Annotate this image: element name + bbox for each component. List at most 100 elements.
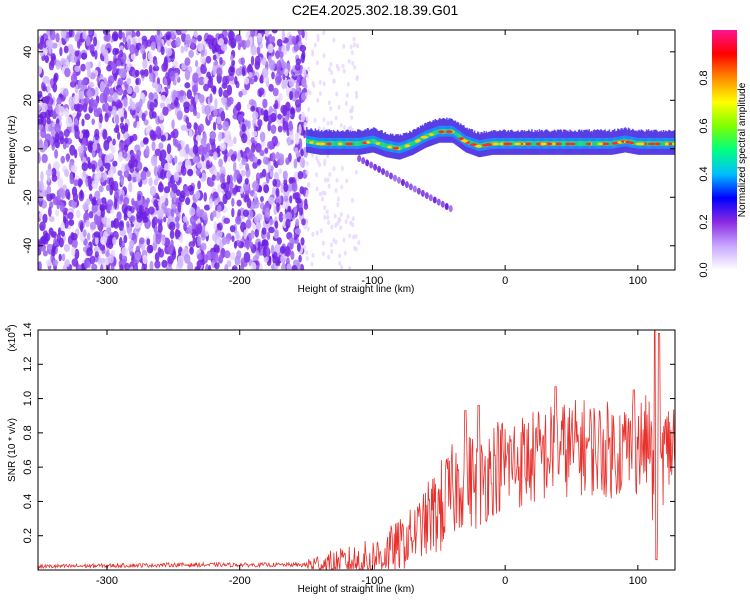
noise-speckle: [70, 73, 78, 83]
noise-speckle: [38, 239, 41, 246]
noise-speckle: [158, 181, 163, 192]
noise-speckle: [352, 234, 356, 240]
noise-speckle: [117, 131, 121, 141]
noise-speckle: [183, 185, 189, 194]
noise-speckle: [46, 185, 52, 195]
noise-speckle: [350, 197, 354, 203]
noise-speckle: [112, 92, 119, 102]
noise-speckle: [208, 114, 213, 121]
spectrogram-x-ticks: -300 -200 -100 0 100: [96, 30, 647, 287]
x-tick-label: -200: [229, 575, 251, 587]
noise-speckle: [322, 30, 326, 36]
noise-speckle: [64, 107, 69, 118]
noise-speckle: [119, 49, 124, 58]
noise-speckle: [279, 246, 286, 254]
noise-speckle: [201, 211, 208, 221]
noise-speckle: [176, 110, 183, 121]
noise-speckle: [174, 228, 179, 240]
noise-speckle: [200, 230, 206, 241]
noise-speckle: [39, 180, 44, 191]
noise-speckle: [58, 253, 62, 262]
x-tick-label: -200: [229, 275, 251, 287]
noise-speckle: [165, 47, 173, 57]
noise-speckle: [275, 194, 282, 205]
noise-speckle: [146, 238, 151, 246]
noise-speckle: [74, 248, 80, 260]
noise-speckle: [74, 118, 79, 126]
noise-speckle: [166, 152, 171, 163]
noise-speckle: [183, 222, 187, 232]
noise-speckle: [195, 134, 202, 142]
noise-speckle: [104, 162, 111, 169]
ridge-core: [460, 134, 462, 140]
noise-speckle: [119, 253, 123, 261]
colorbar-ticks: 0.0 0.2 0.4 0.6 0.8: [698, 70, 710, 277]
noise-speckle: [74, 34, 80, 42]
noise-speckle: [45, 169, 53, 177]
noise-speckle: [103, 171, 108, 181]
noise-speckle: [38, 103, 42, 111]
noise-speckle: [252, 111, 259, 120]
ridge-core: [454, 130, 457, 136]
colorbar-tick-label: 0.0: [698, 262, 710, 277]
ridge-core: [579, 141, 582, 146]
noise-speckle: [293, 158, 298, 169]
noise-speckle: [303, 203, 309, 210]
noise-speckle: [297, 171, 304, 180]
ridge-core: [332, 141, 335, 146]
noise-speckle: [289, 107, 296, 115]
noise-speckle: [318, 191, 322, 197]
noise-speckle: [148, 64, 153, 76]
ridge-peak: [667, 142, 673, 146]
noise-speckle: [149, 129, 155, 139]
noise-speckle: [323, 205, 327, 211]
noise-speckle: [241, 133, 248, 144]
noise-speckle: [201, 154, 205, 162]
noise-speckle: [305, 73, 309, 79]
noise-speckle: [258, 185, 263, 193]
noise-speckle: [354, 233, 358, 239]
noise-speckle: [180, 124, 188, 131]
noise-speckle: [212, 86, 217, 95]
noise-speckle: [213, 108, 218, 117]
colorbar: 0.0 0.2 0.4 0.6 0.8 Normalized spectral ampl…: [698, 30, 748, 278]
noise-speckle: [114, 48, 120, 55]
branch-mark: [381, 168, 386, 176]
noise-speckle: [155, 83, 162, 93]
noise-speckle: [104, 258, 109, 269]
noise-speckle: [129, 98, 133, 107]
noise-speckle: [339, 225, 343, 231]
noise-speckle: [208, 198, 213, 210]
noise-speckle: [91, 203, 98, 214]
noise-speckle: [241, 123, 246, 133]
noise-speckle: [63, 45, 69, 54]
noise-speckle: [165, 265, 173, 270]
noise-speckle: [123, 89, 128, 97]
noise-speckle: [136, 149, 142, 158]
ridge-core: [403, 144, 406, 149]
noise-speckle: [295, 58, 302, 65]
branch-mark: [365, 159, 370, 167]
noise-speckle: [271, 30, 278, 34]
noise-speckle: [85, 61, 92, 71]
noise-speckle: [124, 262, 130, 270]
noise-speckle: [82, 229, 87, 238]
noise-speckle: [217, 131, 223, 142]
noise-speckle: [285, 211, 292, 222]
noise-speckle: [128, 231, 133, 240]
noise-speckle: [188, 129, 193, 138]
noise-speckle: [178, 194, 185, 203]
ridge-core: [634, 140, 636, 146]
noise-speckle: [166, 170, 172, 179]
noise-speckle: [102, 103, 106, 112]
ridge-core: [435, 130, 438, 135]
ridge-core: [352, 141, 355, 146]
ridge-core: [533, 141, 535, 146]
noise-speckle: [46, 101, 53, 111]
noise-speckle: [240, 264, 245, 270]
ridge-peak: [345, 142, 351, 146]
ridge-core: [660, 141, 663, 146]
noise-speckle: [307, 106, 311, 112]
ridge-core: [419, 136, 422, 142]
y-tick-label: 0.2: [22, 528, 34, 543]
